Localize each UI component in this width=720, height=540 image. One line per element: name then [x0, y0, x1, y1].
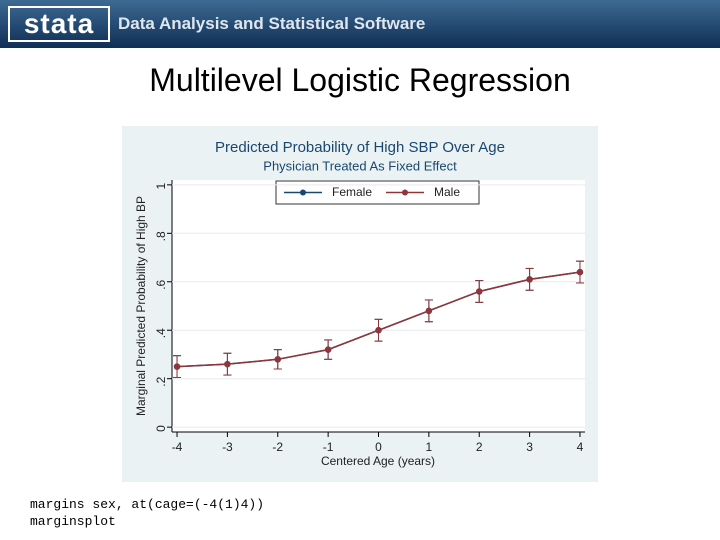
legend: [275, 180, 480, 205]
point: [224, 360, 231, 368]
point: [526, 276, 533, 283]
chart: Predicted Probability of High SBP Over A…: [122, 126, 598, 482]
code-line: margins sex, at(cage=(-4(1)4)): [30, 497, 265, 512]
legend-label: Female: [332, 185, 372, 199]
x-axis-title: Centered Age (years): [321, 454, 435, 468]
y-tick-label: .6: [154, 279, 168, 289]
logo: stata: [8, 6, 110, 42]
x-tick-label: -4: [172, 440, 183, 454]
x-tick-label: -3: [222, 440, 233, 454]
legend-marker: [300, 189, 306, 196]
plot-area: [172, 180, 585, 432]
y-tick-label: .8: [154, 231, 168, 241]
legend-marker: [402, 189, 408, 196]
y-tick-label: .2: [154, 376, 168, 386]
header: stata Data Analysis and Statistical Soft…: [0, 0, 720, 48]
x-tick-label: -1: [323, 440, 334, 454]
x-tick-label: 2: [476, 440, 483, 454]
x-tick-label: -2: [272, 440, 283, 454]
y-tick-label: 1: [154, 183, 168, 190]
code-line: marginsplot: [30, 514, 116, 529]
point: [274, 356, 281, 363]
point: [173, 363, 181, 370]
slide-title: Multilevel Logistic Regression: [149, 62, 571, 98]
point: [576, 268, 584, 276]
point: [476, 288, 483, 295]
y-tick-label: .4: [154, 328, 168, 338]
y-tick-label: 0: [154, 425, 168, 432]
x-tick-label: 1: [426, 440, 433, 454]
tagline: Data Analysis and Statistical Software: [118, 14, 426, 33]
legend-label: Male: [434, 185, 460, 199]
x-tick-label: 3: [526, 440, 533, 454]
point: [375, 327, 382, 334]
x-tick-label: 4: [577, 440, 584, 454]
point: [425, 307, 433, 315]
chart-title: Predicted Probability of High SBP Over A…: [215, 139, 505, 156]
point: [324, 346, 332, 353]
x-tick-label: 0: [375, 440, 382, 454]
y-axis-title: Marginal Predicted Probability of High B…: [134, 196, 148, 416]
chart-subtitle: Physician Treated As Fixed Effect: [263, 158, 457, 173]
